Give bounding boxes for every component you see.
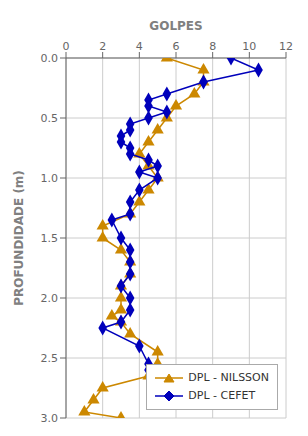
svg-text:0.0: 0.0 [41,52,59,65]
svg-text:6: 6 [173,40,180,53]
svg-text:1.0: 1.0 [41,172,59,185]
svg-text:2.0: 2.0 [41,292,59,305]
svg-text:2.5: 2.5 [41,352,59,365]
svg-text:12: 12 [279,40,293,53]
html-text:DPL - NILSSON: DPL - NILSSON [188,371,269,384]
svg-text:3.0: 3.0 [41,412,59,425]
svg-text:2: 2 [99,40,106,53]
svg-text:PROFUNDIDADE (m): PROFUNDIDADE (m) [12,170,26,306]
svg-text:10: 10 [242,40,256,53]
svg-text:8: 8 [209,40,216,53]
svg-text:GOLPES: GOLPES [149,19,202,33]
html-text:DPL - CEFET: DPL - CEFET [188,389,256,402]
svg-text:4: 4 [136,40,143,53]
svg-text:0.5: 0.5 [41,112,59,125]
svg-text:1.5: 1.5 [41,232,59,245]
svg-text:0: 0 [63,40,70,53]
